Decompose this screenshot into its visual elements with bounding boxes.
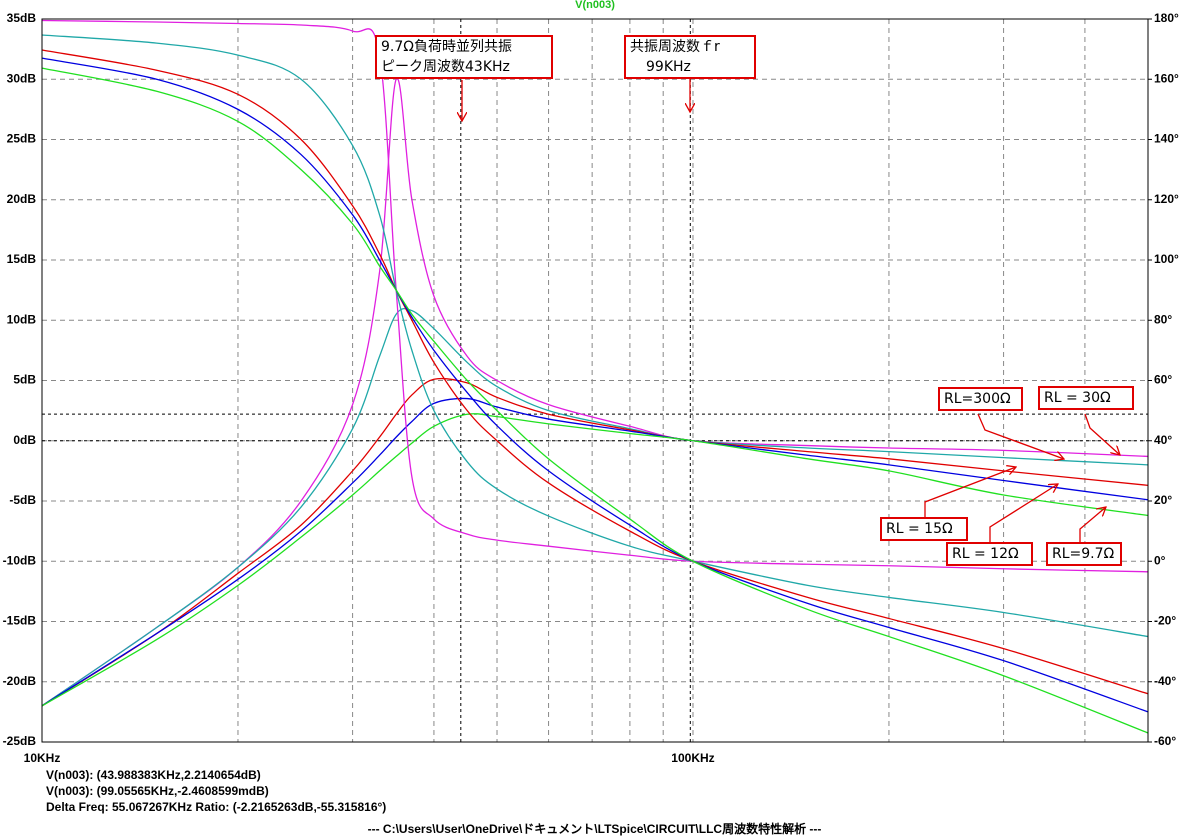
cursor-readout: V(n003): (43.988383KHz,2.2140654dB)	[46, 768, 261, 782]
series-line	[41, 34, 1149, 638]
y2-tick-label: 120°	[1154, 192, 1179, 206]
y-tick-label: -5dB	[9, 493, 36, 507]
annotation-arrows	[462, 78, 1120, 542]
annotation: 共振周波数ｆr 99KHz	[624, 35, 756, 79]
y-tick-label: -20dB	[3, 674, 37, 688]
y2-tick-label: -60°	[1154, 734, 1176, 748]
footer-path: --- C:\Users\User\OneDrive\ドキュメント\LTSpic…	[367, 822, 822, 836]
y2-tick-label: -40°	[1154, 674, 1176, 688]
y-tick-label: 30dB	[7, 71, 37, 85]
y-tick-label: 25dB	[7, 132, 37, 146]
annotation-line: RL=9.7Ω	[1052, 546, 1115, 562]
y2-tick-label: 60°	[1154, 373, 1172, 387]
cursor-readout: V(n003): (99.05565KHz,-2.4608599mdB)	[46, 784, 269, 798]
series-line	[41, 67, 1149, 734]
annotation: 9.7Ω負荷時並列共振 ピーク周波数43KHz	[375, 35, 553, 79]
y-tick-label: 10dB	[7, 312, 37, 326]
y-tick-label: 5dB	[13, 373, 36, 387]
cursor-readout: Delta Freq: 55.067267KHz Ratio: (-2.2165…	[46, 800, 387, 814]
annotation-line: RL = 15Ω	[886, 521, 953, 537]
series-line	[41, 308, 1149, 707]
annotation-line: RL = 12Ω	[952, 546, 1019, 562]
y-tick-label: 35dB	[7, 11, 37, 25]
annotation-line: RL = 30Ω	[1044, 390, 1111, 406]
annotation: RL = 15Ω	[880, 517, 968, 541]
annotation: RL=9.7Ω	[1046, 542, 1122, 566]
y2-tick-label: 0°	[1154, 553, 1166, 567]
series-line	[41, 49, 1149, 695]
chart-title: V(n003)	[575, 0, 615, 11]
y2-tick-label: 20°	[1154, 493, 1172, 507]
annotation: RL = 12Ω	[946, 542, 1033, 566]
y2-tick-label: 80°	[1154, 312, 1172, 326]
y2-tick-label: 140°	[1154, 132, 1179, 146]
y-tick-label: -15dB	[3, 614, 37, 628]
annotation-line: 9.7Ω負荷時並列共振	[381, 39, 512, 55]
annotation-line: RL=300Ω	[944, 391, 1011, 407]
x-tick-label: 10KHz	[24, 751, 61, 765]
x-tick-label: 100KHz	[671, 751, 714, 765]
y2-tick-label: 160°	[1154, 71, 1179, 85]
y2-tick-label: -20°	[1154, 614, 1176, 628]
y2-tick-label: 100°	[1154, 252, 1179, 266]
series-line	[41, 19, 1149, 573]
y-tick-label: -10dB	[3, 553, 37, 567]
annotation: RL=300Ω	[938, 387, 1023, 411]
annotation-line: 99KHz	[646, 59, 691, 75]
y-tick-label: 15dB	[7, 252, 37, 266]
annotation: RL = 30Ω	[1038, 386, 1134, 410]
series-line	[41, 57, 1149, 713]
y2-tick-label: 40°	[1154, 433, 1172, 447]
plot-frame	[41, 18, 1149, 743]
y-tick-label: 20dB	[7, 192, 37, 206]
series-line	[41, 397, 1149, 707]
annotation-line: ピーク周波数43KHz	[381, 59, 510, 75]
y2-tick-label: 180°	[1154, 11, 1179, 25]
series-line	[41, 377, 1149, 707]
y-tick-label: -25dB	[3, 734, 37, 748]
series-line	[41, 413, 1149, 707]
y-tick-label: 0dB	[13, 433, 36, 447]
annotation-line: 共振周波数ｆr	[630, 39, 720, 55]
series-line	[41, 77, 1149, 707]
